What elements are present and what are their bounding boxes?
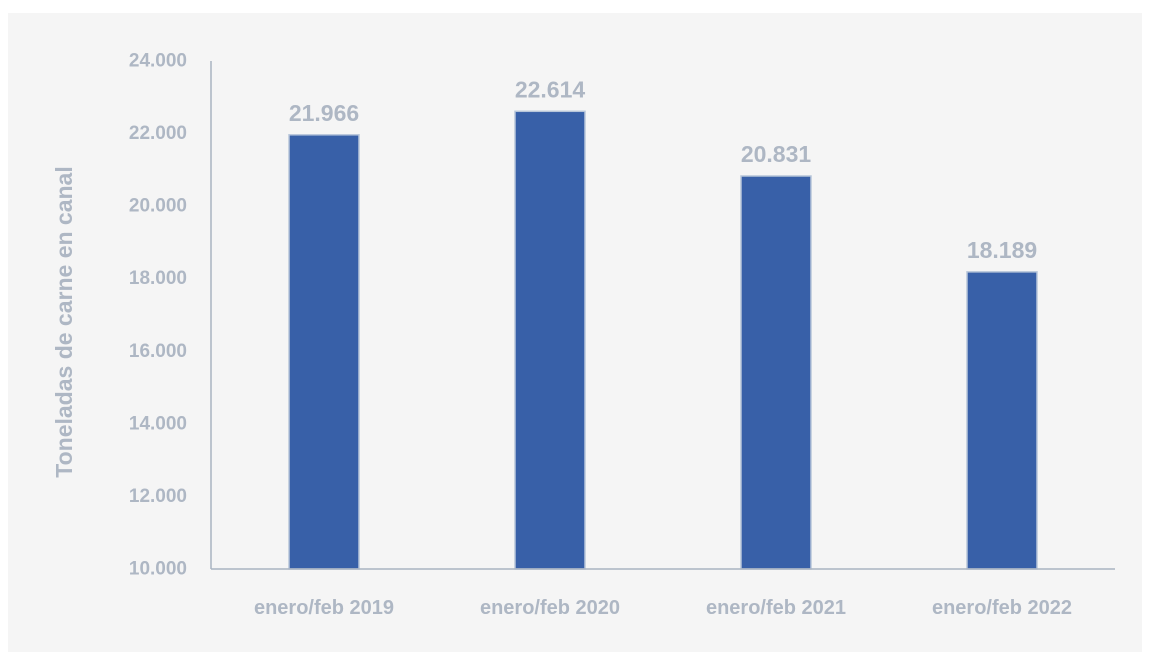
x-axis-labels: enero/feb 2019 enero/feb 2020 enero/feb 20… <box>254 597 1072 619</box>
y-axis-ticks: 10.000 12.000 14.000 16.000 18.000 20.000 22.0… <box>129 51 187 580</box>
y-tick-label: 16.000 <box>129 341 187 362</box>
x-tick-label: enero/feb 2020 <box>480 597 620 619</box>
y-tick-label: 18.000 <box>129 268 187 289</box>
bar <box>514 110 586 570</box>
bar-value-label: 20.831 <box>741 141 812 167</box>
x-tick-label: enero/feb 2022 <box>932 597 1072 619</box>
bar <box>288 134 360 570</box>
y-tick-label: 12.000 <box>129 486 187 507</box>
bars <box>288 110 1038 570</box>
x-tick-label: enero/feb 2021 <box>706 597 846 619</box>
bar <box>966 271 1038 570</box>
bar-value-label: 22.614 <box>515 76 586 102</box>
y-axis-title: Toneladas de carne en canal <box>51 166 77 477</box>
x-tick-label: enero/feb 2019 <box>254 597 394 619</box>
bar <box>740 175 812 570</box>
y-tick-label: 22.000 <box>129 123 187 144</box>
y-tick-label: 10.000 <box>129 559 187 580</box>
y-tick-label: 14.000 <box>129 413 187 434</box>
data-labels: 21.966 22.614 20.831 18.189 <box>289 76 1037 263</box>
bar-value-label: 18.189 <box>967 237 1037 263</box>
bar-value-label: 21.966 <box>289 100 359 126</box>
y-tick-label: 20.000 <box>129 196 187 217</box>
y-tick-label: 24.000 <box>129 51 187 72</box>
